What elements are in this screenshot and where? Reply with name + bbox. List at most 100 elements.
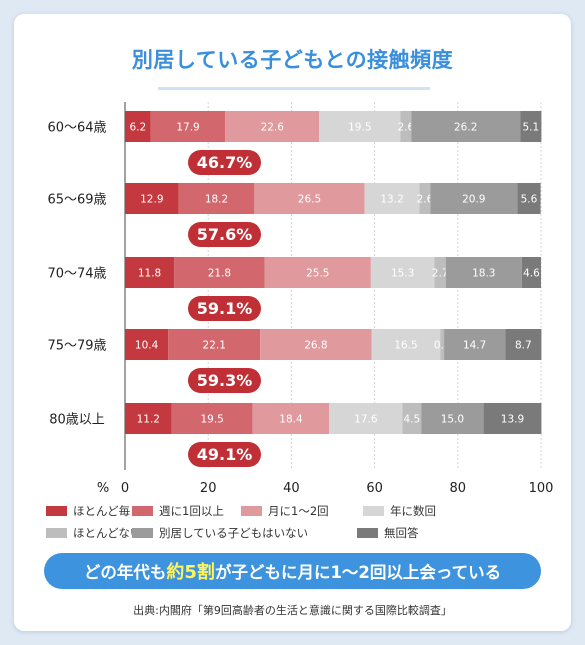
cumulative-pill xyxy=(188,150,261,175)
legend-label: 月に1〜2回 xyxy=(268,504,329,518)
x-tick-label: 60 xyxy=(366,481,383,496)
legend-item: 週に1回以上 xyxy=(132,503,224,519)
data-label: 6.2 xyxy=(130,122,147,134)
bar-segment xyxy=(421,403,484,434)
cumulative-label: 49.1% xyxy=(197,445,253,464)
data-label: 26.8 xyxy=(304,340,327,352)
bar-segment xyxy=(370,257,435,288)
bar-segment xyxy=(125,403,172,434)
bar-segment xyxy=(174,257,265,288)
bar-segment xyxy=(178,183,255,214)
data-label: 4.5 xyxy=(403,414,420,426)
legend-item: 無回答 xyxy=(357,525,419,541)
legend-item: 年に数回 xyxy=(363,503,436,519)
legend-swatch xyxy=(357,528,378,538)
data-label: 4.6 xyxy=(523,268,540,280)
bar-segment xyxy=(125,257,175,288)
legend-swatch xyxy=(132,506,153,516)
data-label: 18.4 xyxy=(279,414,303,426)
data-label: 19.5 xyxy=(348,122,371,134)
bar-segment xyxy=(445,257,522,288)
category-label: 80歳以上 xyxy=(49,413,105,428)
summary-banner: どの年代も 約5割 が子どもに月に1〜2回以上会っている xyxy=(44,553,541,589)
legend-label: 無回答 xyxy=(384,526,419,540)
legend-item: 月に1〜2回 xyxy=(241,503,329,519)
cumulative-pill xyxy=(188,368,261,393)
bar-segment xyxy=(371,329,441,360)
data-label: 10.4 xyxy=(135,340,159,352)
cumulative-label: 46.7% xyxy=(197,153,253,172)
banner-text-pre: どの年代も xyxy=(83,563,167,582)
cumulative-label: 59.3% xyxy=(197,371,253,390)
data-label: 20.9 xyxy=(462,194,485,206)
data-label: 2.7 xyxy=(432,268,449,280)
legend-label: 別居している子どもはいない xyxy=(159,526,309,540)
bar-segment xyxy=(329,403,403,434)
data-label: 21.8 xyxy=(208,268,231,280)
data-label: 19.5 xyxy=(200,414,223,426)
bar-segment xyxy=(400,111,412,142)
data-label: 22.6 xyxy=(261,122,285,134)
data-label: 12.9 xyxy=(140,194,163,206)
data-label: 2.6 xyxy=(397,122,414,134)
bar-segment xyxy=(254,183,365,214)
bar-segment xyxy=(225,111,320,142)
data-label: 26.5 xyxy=(298,194,321,206)
chart-title: 別居している子どもとの接触頻度 xyxy=(131,48,454,72)
bar-segment xyxy=(440,329,445,360)
bar-segment xyxy=(521,257,541,288)
data-label: 16.5 xyxy=(394,340,417,352)
data-label: 25.5 xyxy=(306,268,329,280)
cumulative-pill xyxy=(188,296,261,321)
legend-item: ほとんど毎日 xyxy=(46,503,142,519)
banner-text-post: が子どもに月に1〜2回以上会っている xyxy=(214,563,502,582)
data-label: 15.3 xyxy=(391,268,414,280)
data-label: 18.2 xyxy=(205,194,228,206)
data-label: 8.7 xyxy=(515,340,532,352)
category-label: 70〜74歳 xyxy=(47,267,106,282)
x-unit-label: % xyxy=(97,481,109,496)
bar-segment xyxy=(125,329,169,360)
category-label: 65〜69歳 xyxy=(47,193,106,208)
bar-segment xyxy=(168,329,261,360)
data-label: 11.8 xyxy=(138,268,161,280)
bar-segment xyxy=(319,111,401,142)
bar-segment xyxy=(260,329,372,360)
bar-segment xyxy=(252,403,330,434)
bar-segment xyxy=(264,257,371,288)
bar-segment xyxy=(517,183,541,214)
bar-segment xyxy=(364,183,420,214)
x-tick-label: 0 xyxy=(121,481,129,496)
legend-swatch xyxy=(132,528,153,538)
data-label: 14.7 xyxy=(463,340,486,352)
legend-item: ほとんどない xyxy=(46,525,141,541)
bar-segment xyxy=(520,111,542,142)
legend-label: ほとんど毎日 xyxy=(73,504,142,518)
legend-swatch xyxy=(363,506,384,516)
data-label: 5.1 xyxy=(522,122,539,134)
bar-segment xyxy=(171,403,253,434)
data-label: 17.9 xyxy=(176,122,199,134)
category-label: 60〜64歳 xyxy=(47,121,106,136)
data-label: 11.2 xyxy=(137,414,160,426)
cumulative-label: 59.1% xyxy=(197,299,253,318)
x-tick-label: 20 xyxy=(200,481,217,496)
data-label: 15.0 xyxy=(441,414,464,426)
bar-segment xyxy=(483,403,542,434)
data-label: 5.6 xyxy=(521,194,538,206)
bar-segment xyxy=(150,111,226,142)
cumulative-label: 57.6% xyxy=(197,225,253,244)
x-tick-label: 80 xyxy=(450,481,467,496)
category-label: 75〜79歳 xyxy=(47,339,106,354)
stacked-bar-chart: 60〜64歳 6.2 17.9 22.6 19.5 2.6 26.2 5.1 46.7% 65〜6… xyxy=(47,102,553,496)
cumulative-pill xyxy=(188,222,261,247)
legend-label: 年に数回 xyxy=(390,504,436,518)
bar-segment xyxy=(402,403,422,434)
x-tick-label: 40 xyxy=(283,481,300,496)
bar-segment xyxy=(430,183,518,214)
title-underline xyxy=(158,87,430,90)
legend-item: 別居している子どもはいない xyxy=(132,525,308,541)
source-note: 出典:内閣府「第9回高齢者の生活と意識に関する国際比較調査」 xyxy=(133,604,452,617)
cumulative-pill xyxy=(188,442,261,467)
data-label: 22.1 xyxy=(203,340,226,352)
